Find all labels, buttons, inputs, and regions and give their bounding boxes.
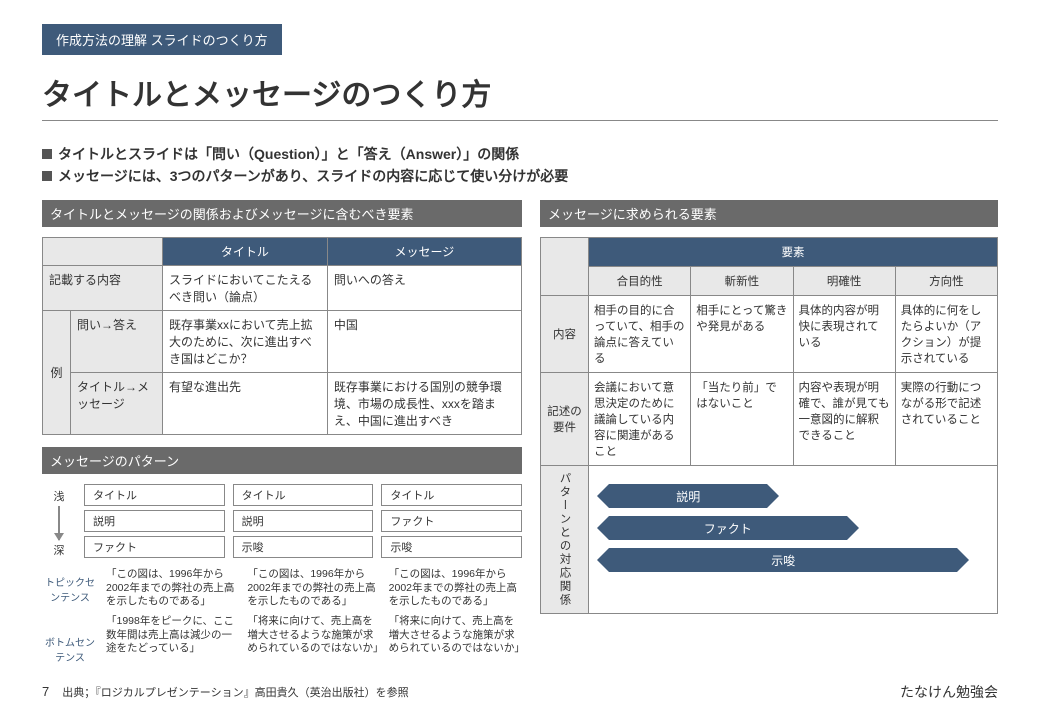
bullet-2: メッセージには、3つのパターンがあり、スライドの内容に応じて使い分けが必要 (58, 168, 568, 184)
r1-c4: 具体的に何をしたらよいか（アクション）が提示されている (895, 296, 997, 373)
arrow-label-2: ファクト (704, 520, 752, 537)
row-group-example: 例 (43, 311, 71, 435)
p3-2: ファクト (381, 510, 522, 532)
r3-head: パターンとの対応関係 (541, 466, 589, 614)
col-title: タイトル (163, 238, 328, 266)
title-divider (42, 120, 998, 121)
bottom-sentence-label: ボトムセンテンス (42, 634, 98, 664)
source-citation: 出典；『ロジカルプレゼンテーション』高田貴久（英治出版社）を参照 (62, 687, 408, 699)
arrow-explain: 説明 (609, 484, 767, 508)
p2-2: 説明 (233, 510, 374, 532)
row1-message: 問いへの答え (327, 266, 521, 311)
r2-c2: 「当たり前」ではないこと (691, 373, 793, 466)
col-message: メッセージ (327, 238, 521, 266)
r1-c2: 相手にとって驚きや発見がある (691, 296, 793, 373)
super-head: 要素 (589, 238, 998, 267)
col-4: 方向性 (895, 267, 997, 296)
row3-sub: タイトル→メッセージ (71, 373, 163, 435)
org-name: たなけん勉強会 (900, 682, 998, 702)
row2-message: 中国 (327, 311, 521, 373)
right-section-title: メッセージに求められる要素 (540, 200, 998, 227)
page-number: 7 (42, 684, 49, 699)
col-3: 明確性 (793, 267, 895, 296)
p3-3: 示唆 (381, 536, 522, 558)
depth-arrow-icon (58, 506, 60, 540)
topic-sentence-label: トピックセンテンス (42, 574, 98, 604)
bottom-2: 「将来に向けて、売上高を増大させるような施策が求められているのではないか」 (247, 615, 380, 656)
r1-c1: 相手の目的に合っていて、相手の論点に答えている (589, 296, 691, 373)
r2-c4: 実際の行動につながる形で記述されていること (895, 373, 997, 466)
topic-2: 「この図は、1996年から2002年までの弊社の売上高を示したものである」 (247, 568, 380, 609)
arrow-implication: 示唆 (609, 548, 957, 572)
p1-1: タイトル (84, 484, 225, 506)
p1-2: 説明 (84, 510, 225, 532)
r2-c1: 会議において意思決定のために議論している内容に関連があること (589, 373, 691, 466)
row1-title: スライドにおいてこたえるべき問い（論点） (163, 266, 328, 311)
elements-table: 要素 合目的性 斬新性 明確性 方向性 内容 相手の目的に合っていて、相手の論点… (540, 237, 998, 614)
depth-shallow: 浅 (54, 488, 65, 504)
col-2: 斬新性 (691, 267, 793, 296)
r2-c3: 内容や表現が明確で、誰が見ても一意図的に解釈できること (793, 373, 895, 466)
breadcrumb: 作成方法の理解 スライドのつくり方 (42, 24, 282, 55)
row3-title: 有望な進出先 (163, 373, 328, 435)
page-title: タイトルとメッセージのつくり方 (42, 70, 491, 114)
col-1: 合目的性 (589, 267, 691, 296)
pattern-diagram: 浅 深 タイトル 説明 ファクト タイトル 説明 示唆 タイトル ファクト 示唆 (42, 484, 522, 558)
title-message-table: タイトル メッセージ 記載する内容 スライドにおいてこたえるべき問い（論点） 問… (42, 237, 522, 435)
topic-3: 「この図は、1996年から2002年までの弊社の売上高を示したものである」 (389, 568, 522, 609)
r1-head: 内容 (541, 296, 589, 373)
r1-c3: 具体的内容が明快に表現されている (793, 296, 895, 373)
bottom-1: 「1998年をピークに、ここ数年間は売上高は減少の一途をたどっている」 (106, 615, 239, 656)
row1-head: 記載する内容 (43, 266, 163, 311)
bottom-3: 「将来に向けて、売上高を増大させるような施策が求められているのではないか」 (389, 615, 522, 656)
arrow-fact: ファクト (609, 516, 847, 540)
left-section1-title: タイトルとメッセージの関係およびメッセージに含むべき要素 (42, 200, 522, 227)
footer: 7 出典；『ロジカルプレゼンテーション』高田貴久（英治出版社）を参照 たなけん勉… (42, 682, 998, 702)
left-section2-title: メッセージのパターン (42, 447, 522, 474)
r2-head: 記述の要件 (541, 373, 589, 466)
depth-deep: 深 (54, 542, 65, 558)
p2-3: 示唆 (233, 536, 374, 558)
bullet-1: タイトルとスライドは「問い（Question）」と「答え（Answer）」の関係 (58, 146, 519, 162)
row3-message: 既存事業における国別の競争環境、市場の成長性、xxxを踏まえ、中国に進出すべき (327, 373, 521, 435)
topic-1: 「この図は、1996年から2002年までの弊社の売上高を示したものである」 (106, 568, 239, 609)
p3-1: タイトル (381, 484, 522, 506)
row2-sub: 問い→答え (71, 311, 163, 373)
arrow-label-3: 示唆 (771, 552, 795, 569)
arrow-label-1: 説明 (676, 488, 700, 505)
p1-3: ファクト (84, 536, 225, 558)
row2-title: 既存事業xxにおいて売上拡大のために、次に進出すべき国はどこか？ (163, 311, 328, 373)
key-bullets: タイトルとスライドは「問い（Question）」と「答え（Answer）」の関係… (42, 144, 568, 188)
p2-1: タイトル (233, 484, 374, 506)
